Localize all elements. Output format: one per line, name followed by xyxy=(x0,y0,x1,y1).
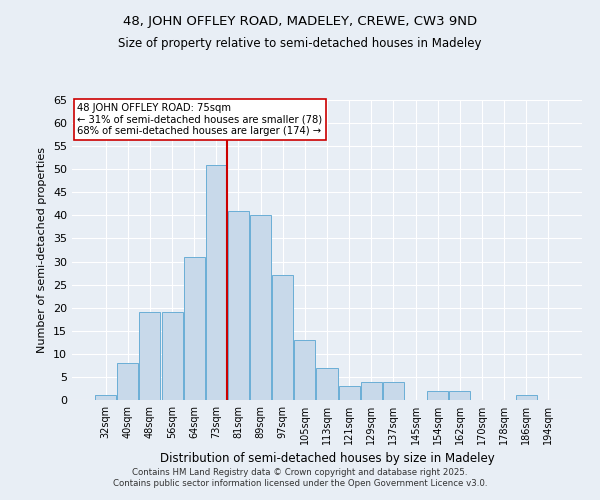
Bar xyxy=(250,216,271,400)
X-axis label: Distribution of semi-detached houses by size in Madeley: Distribution of semi-detached houses by … xyxy=(160,452,494,466)
Bar xyxy=(295,340,316,400)
Bar xyxy=(206,164,227,400)
Text: 48 JOHN OFFLEY ROAD: 75sqm
← 31% of semi-detached houses are smaller (78)
68% of: 48 JOHN OFFLEY ROAD: 75sqm ← 31% of semi… xyxy=(77,103,322,136)
Bar xyxy=(449,391,470,400)
Text: Contains HM Land Registry data © Crown copyright and database right 2025.
Contai: Contains HM Land Registry data © Crown c… xyxy=(113,468,487,487)
Bar xyxy=(272,276,293,400)
Y-axis label: Number of semi-detached properties: Number of semi-detached properties xyxy=(37,147,47,353)
Bar xyxy=(316,368,338,400)
Bar xyxy=(515,396,536,400)
Bar xyxy=(383,382,404,400)
Bar xyxy=(95,396,116,400)
Bar xyxy=(184,257,205,400)
Bar xyxy=(161,312,182,400)
Bar xyxy=(118,363,139,400)
Bar xyxy=(361,382,382,400)
Bar xyxy=(338,386,359,400)
Text: Size of property relative to semi-detached houses in Madeley: Size of property relative to semi-detach… xyxy=(118,38,482,51)
Bar xyxy=(228,211,249,400)
Text: 48, JOHN OFFLEY ROAD, MADELEY, CREWE, CW3 9ND: 48, JOHN OFFLEY ROAD, MADELEY, CREWE, CW… xyxy=(123,15,477,28)
Bar xyxy=(139,312,160,400)
Bar xyxy=(427,391,448,400)
